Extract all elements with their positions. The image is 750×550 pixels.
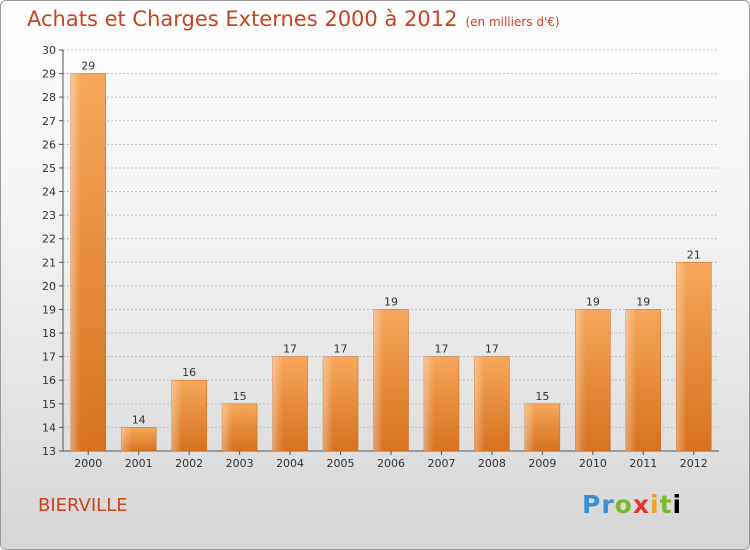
x-tick-label: 2000 bbox=[74, 457, 102, 470]
bar-highlight bbox=[70, 73, 106, 452]
data-label-2001: 14 bbox=[132, 413, 146, 426]
x-tick-label: 2011 bbox=[629, 457, 657, 470]
data-label-2008: 17 bbox=[485, 343, 499, 356]
label-layer: 29 14 16 15 17 17 19 17 17 15 19 19 21 bbox=[81, 60, 701, 427]
y-tick-label: 28 bbox=[42, 91, 56, 104]
chart-title: Achats et Charges Externes 2000 à 2012 (e… bbox=[27, 7, 560, 31]
bar-layer bbox=[70, 73, 712, 452]
data-label-2006: 19 bbox=[384, 295, 398, 308]
bar-highlight bbox=[222, 403, 258, 451]
y-tick-label: 15 bbox=[42, 398, 56, 411]
x-tick-label: 2010 bbox=[579, 457, 607, 470]
data-label-2010: 19 bbox=[586, 295, 600, 308]
data-label-2011: 19 bbox=[636, 295, 650, 308]
x-tick-label: 2001 bbox=[125, 457, 153, 470]
y-tick-label: 13 bbox=[42, 445, 56, 458]
data-label-2005: 17 bbox=[334, 343, 348, 356]
chart-title-text: Achats et Charges Externes 2000 à 2012 bbox=[27, 7, 458, 31]
bar-highlight bbox=[272, 356, 308, 451]
commune-name: BIERVILLE bbox=[38, 495, 128, 516]
bar-highlight bbox=[171, 380, 207, 451]
y-tick-label: 30 bbox=[42, 44, 56, 57]
bar-highlight bbox=[676, 262, 712, 451]
y-tick-label: 18 bbox=[42, 327, 56, 340]
bar-highlight bbox=[625, 309, 661, 451]
bar-highlight bbox=[575, 309, 611, 451]
x-tick-label: 2008 bbox=[478, 457, 506, 470]
y-tick-label: 27 bbox=[42, 115, 56, 128]
data-label-2009: 15 bbox=[535, 390, 549, 403]
x-tick-label: 2006 bbox=[377, 457, 405, 470]
x-tick-label: 2002 bbox=[175, 457, 203, 470]
bar-highlight bbox=[373, 309, 409, 451]
y-tick-label: 22 bbox=[42, 233, 56, 246]
bar-highlight bbox=[121, 427, 157, 451]
proxiti-logo: Proxiti bbox=[582, 490, 683, 519]
bar-highlight bbox=[423, 356, 459, 451]
data-label-2007: 17 bbox=[434, 343, 448, 356]
y-tick-label: 26 bbox=[42, 138, 56, 151]
y-tick-label: 24 bbox=[42, 186, 56, 199]
data-label-2002: 16 bbox=[182, 366, 196, 379]
bar-highlight bbox=[474, 356, 510, 451]
data-label-2000: 29 bbox=[81, 60, 95, 73]
y-tick-label: 14 bbox=[42, 421, 56, 434]
data-label-2012: 21 bbox=[687, 248, 701, 261]
y-tick-label: 23 bbox=[42, 209, 56, 222]
y-tick-label: 29 bbox=[42, 68, 56, 81]
bar-highlight bbox=[524, 403, 560, 451]
x-tick-label: 2007 bbox=[427, 457, 455, 470]
axis-layer: 13 14 15 16 17 18 19 20 21 22 23 24 25 26 27 28 29 30 2000… bbox=[42, 44, 719, 470]
y-tick-label: 19 bbox=[42, 303, 56, 316]
x-tick-label: 2003 bbox=[226, 457, 254, 470]
x-tick-label: 2005 bbox=[327, 457, 355, 470]
chart-subtitle: (en milliers d'€) bbox=[465, 15, 560, 29]
y-tick-label: 20 bbox=[42, 280, 56, 293]
y-tick-label: 21 bbox=[42, 256, 56, 269]
x-tick-label: 2004 bbox=[276, 457, 304, 470]
y-tick-label: 16 bbox=[42, 374, 56, 387]
x-tick-label: 2009 bbox=[528, 457, 556, 470]
x-tick-label: 2012 bbox=[680, 457, 708, 470]
bar-highlight bbox=[323, 356, 359, 451]
y-tick-label: 25 bbox=[42, 162, 56, 175]
data-label-2003: 15 bbox=[233, 390, 247, 403]
data-label-2004: 17 bbox=[283, 343, 297, 356]
y-tick-label: 17 bbox=[42, 351, 56, 364]
